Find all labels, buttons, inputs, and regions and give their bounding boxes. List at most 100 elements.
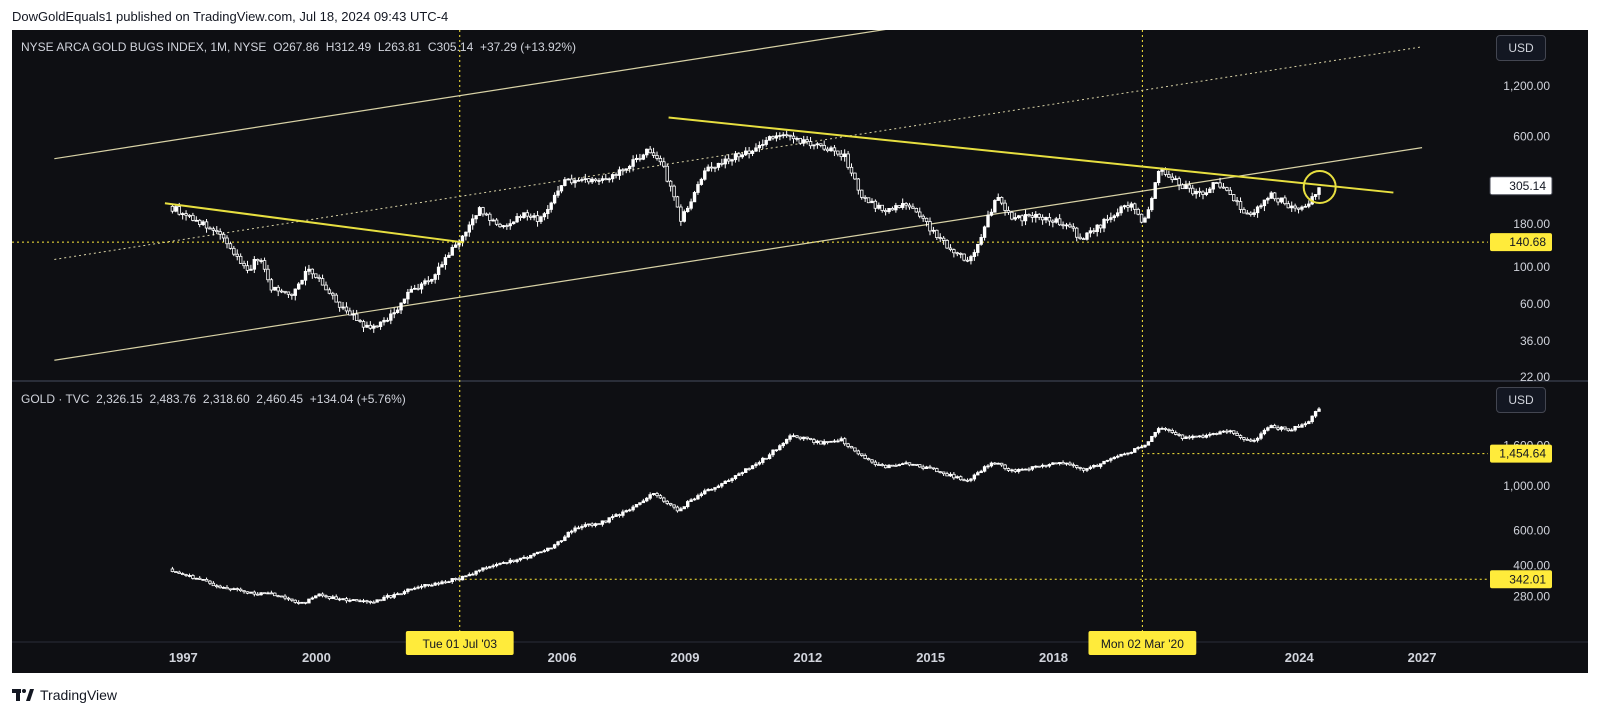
candle-body: [1061, 462, 1065, 465]
candle-body: [969, 478, 973, 481]
candle-body: [256, 593, 260, 596]
candle-body: [1051, 220, 1055, 223]
candle-body: [1279, 426, 1284, 430]
candle-body: [1020, 215, 1024, 222]
y-axis-tick-label: 1,200.00: [1503, 79, 1550, 93]
candle-body: [300, 279, 304, 285]
candle-body: [1095, 224, 1099, 232]
price-label: 342.01: [1509, 572, 1546, 586]
candle-body: [170, 205, 175, 212]
candle-body: [1232, 194, 1236, 202]
candle-body: [911, 206, 915, 209]
candle-body: [174, 571, 178, 573]
gdx-legend[interactable]: NYSE ARCA GOLD BUGS INDEX, 1M, NYSE O267…: [21, 40, 576, 54]
candle-body: [539, 551, 543, 554]
candle-body: [1269, 425, 1273, 429]
candle-body: [1092, 230, 1096, 233]
candle-body: [641, 154, 646, 160]
candle-body: [1146, 441, 1151, 446]
candle-body: [1259, 433, 1263, 439]
candle-body: [498, 562, 502, 565]
candle-body: [365, 324, 369, 328]
candle-body: [832, 440, 837, 443]
candle-body: [993, 200, 997, 213]
candle-body: [706, 166, 710, 172]
candle-body: [774, 449, 779, 452]
candle-body: [218, 585, 222, 589]
gold-legend[interactable]: GOLD · TVC 2,326.15 2,483.76 2,318.60 2,…: [21, 392, 406, 406]
candle-body: [911, 463, 915, 466]
candle-body: [645, 148, 649, 156]
candle-body: [883, 210, 888, 213]
x-axis-tick-label: 2009: [671, 650, 700, 665]
candle-body: [372, 325, 376, 329]
candle-body: [187, 575, 192, 577]
candle-body: [914, 207, 919, 213]
candle-body: [938, 471, 942, 474]
candle-body: [1040, 216, 1045, 221]
candle-body: [737, 153, 741, 158]
currency-button-top[interactable]: USD: [1496, 35, 1546, 61]
candle-body: [279, 595, 284, 598]
chart-canvas[interactable]: 1,200.00 600.00 180.00 100.00 60.00 36.00 22.0…: [12, 30, 1588, 673]
candle-body: [1238, 435, 1243, 438]
candle-body: [440, 581, 444, 585]
candle-body: [866, 458, 871, 461]
candle-body: [730, 159, 734, 162]
candle-body: [1023, 468, 1028, 471]
candle-body: [1197, 190, 1202, 193]
candle-body: [341, 598, 345, 601]
candle-body: [372, 601, 376, 604]
candle-body: [501, 562, 506, 564]
candle-body: [344, 306, 349, 312]
chart-frame[interactable]: 1,200.00 600.00 180.00 100.00 60.00 36.00 22.0…: [12, 30, 1588, 673]
candle-body: [228, 588, 233, 591]
candle-body: [522, 212, 526, 219]
footer-brand[interactable]: TradingView: [12, 687, 117, 703]
candle-body: [378, 321, 383, 327]
date-marker-box: [1088, 631, 1197, 655]
candle-body: [648, 494, 652, 499]
candle-body: [614, 514, 618, 517]
candle-body: [1194, 190, 1198, 195]
candle-body: [645, 497, 649, 502]
candle-body: [218, 231, 222, 235]
candle-body: [1191, 435, 1195, 439]
candle-body: [303, 270, 308, 281]
candle-body: [296, 283, 301, 290]
candle-body: [740, 472, 744, 475]
candle-body: [201, 578, 205, 581]
candle-body: [607, 178, 611, 181]
candle-body: [1136, 208, 1140, 215]
candle-body: [617, 514, 622, 517]
candle-body: [904, 203, 908, 206]
candle-body: [221, 586, 226, 589]
candle-body: [880, 204, 884, 211]
candle-body: [825, 441, 830, 443]
candle-body: [266, 592, 270, 595]
candle-body: [1098, 224, 1103, 229]
candle-body: [935, 229, 939, 238]
candle-body: [692, 498, 697, 501]
candle-body: [822, 144, 826, 150]
candle-body: [805, 139, 809, 143]
candle-body: [699, 178, 704, 185]
price-label: 1,454.64: [1499, 447, 1546, 461]
candle-body: [761, 144, 765, 146]
candle-body: [1017, 469, 1021, 472]
candle-body: [918, 464, 922, 468]
candle-body: [1044, 217, 1048, 221]
candle-body: [184, 213, 188, 216]
candle-body: [549, 547, 553, 550]
currency-button-bottom[interactable]: USD: [1496, 387, 1546, 413]
candle-body: [959, 252, 963, 255]
tradingview-logo-icon: [12, 689, 34, 701]
candle-body: [368, 601, 373, 603]
candle-body: [600, 520, 605, 525]
date-marker-label: Tue 01 Jul '03: [422, 637, 497, 651]
candle-body: [1310, 415, 1314, 423]
candle-body: [583, 524, 588, 527]
attribution-text: DowGoldEquals1 published on TradingView.…: [12, 9, 449, 24]
candle-body: [276, 595, 280, 598]
candle-body: [546, 209, 550, 215]
